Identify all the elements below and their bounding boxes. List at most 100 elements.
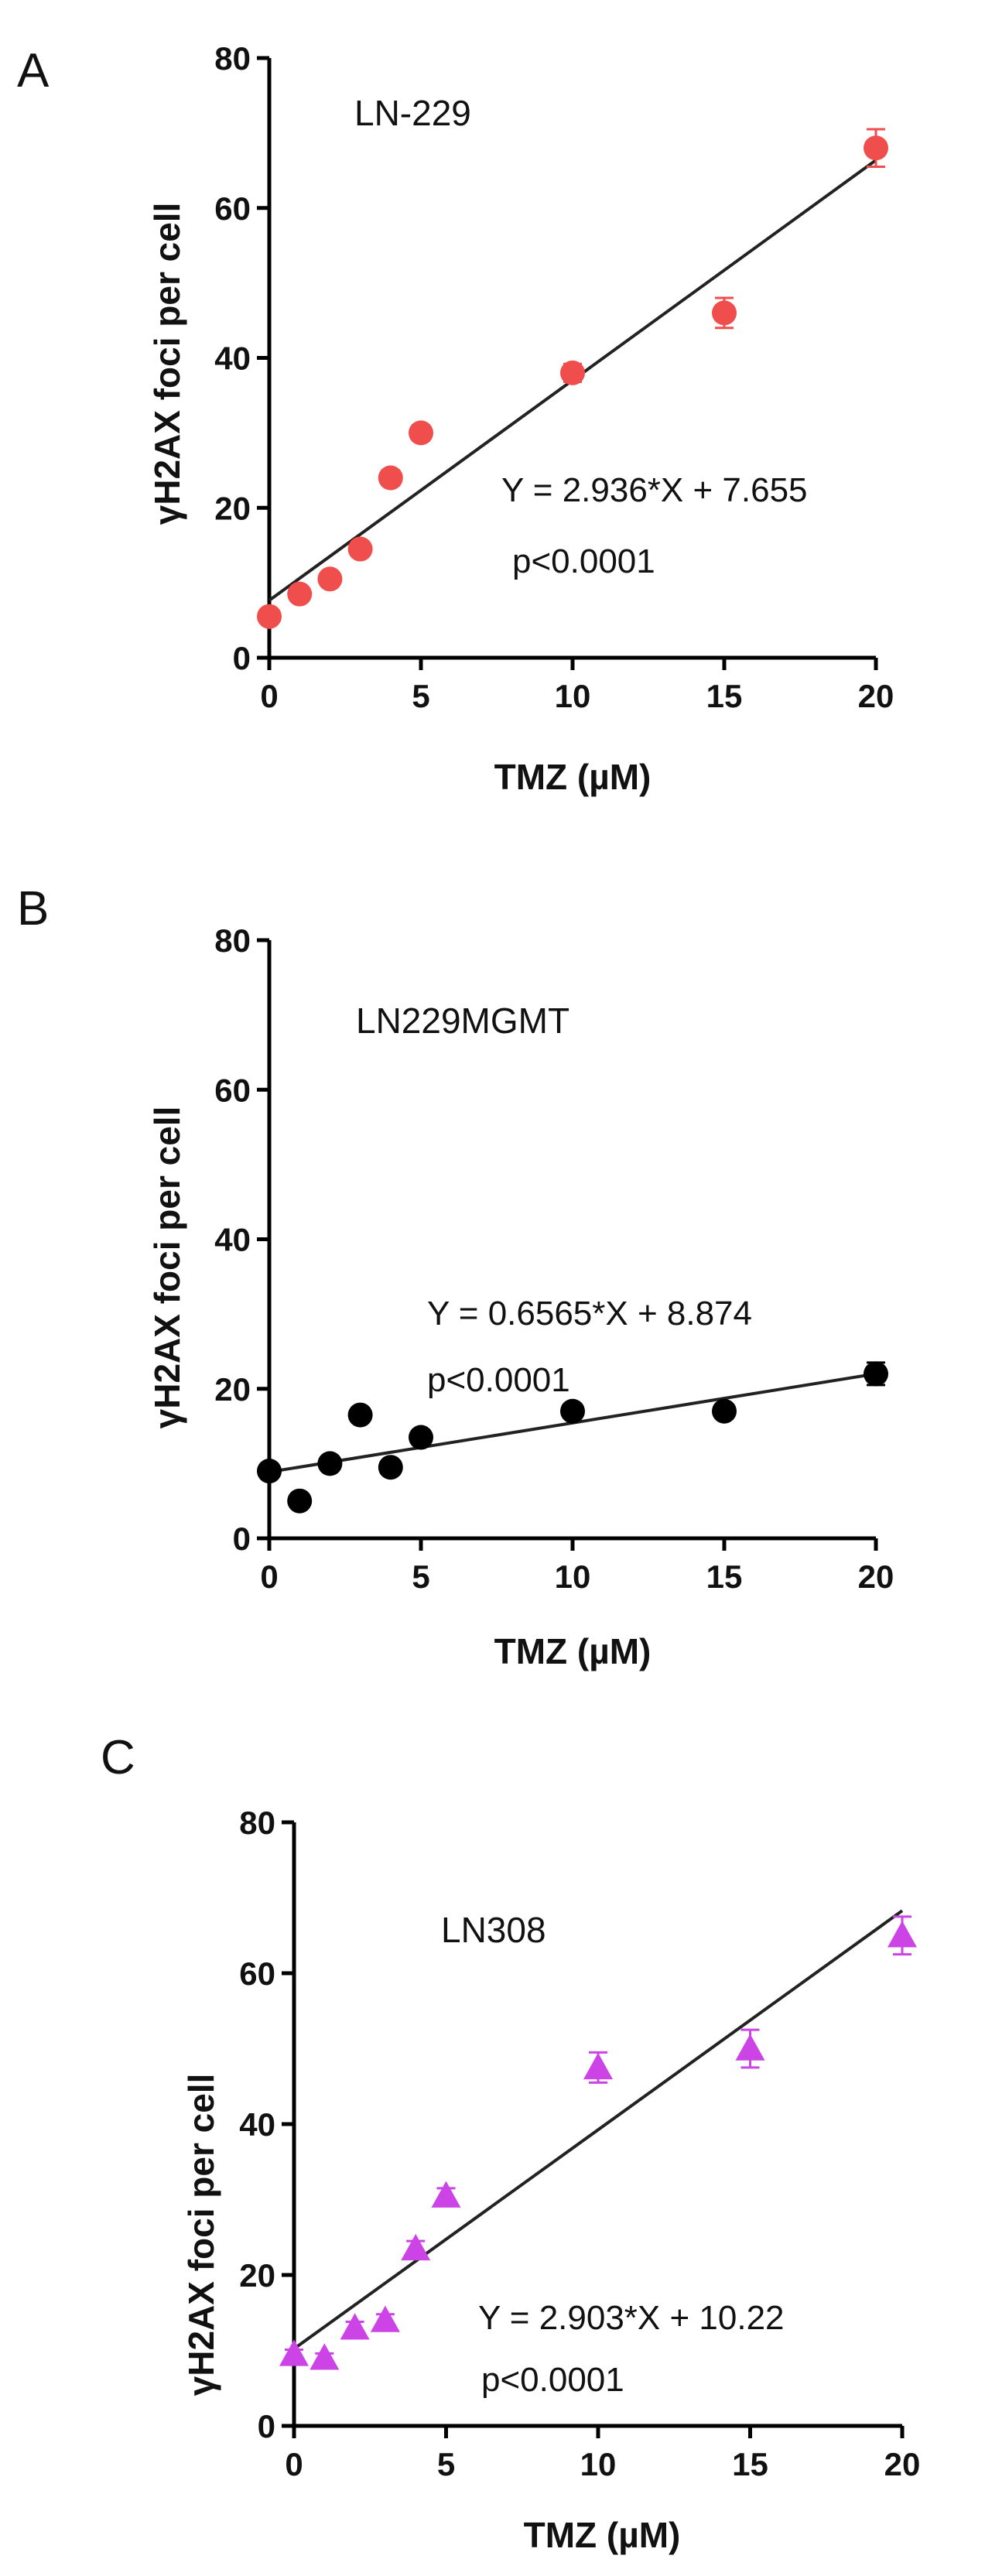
- data-point-b: [712, 1398, 737, 1424]
- fit-line-c: [292, 1909, 904, 2350]
- circle-marker-b: [257, 1459, 282, 1484]
- data-point-c: [340, 2313, 370, 2340]
- data-points-a: [257, 128, 888, 629]
- cell-line-label-a: LN-229: [354, 93, 471, 133]
- x-tick-label-a: 15: [706, 678, 743, 714]
- x-axis-title-a: TMZ (µM): [494, 757, 652, 797]
- x-tick-label-b: 5: [412, 1558, 429, 1595]
- panel-letter-b: B: [17, 882, 49, 936]
- panel-letter-a: A: [17, 44, 50, 97]
- data-point-b: [347, 1402, 373, 1428]
- data-point-a: [287, 581, 313, 607]
- data-point-b: [317, 1451, 343, 1476]
- panel-letter-c: C: [101, 1731, 135, 1784]
- data-point-a: [378, 465, 403, 491]
- triangle-marker-c: [310, 2343, 340, 2370]
- data-point-a: [409, 420, 433, 446]
- data-point-c: [735, 2028, 765, 2069]
- circle-marker-a: [409, 420, 433, 446]
- data-point-c: [583, 2051, 613, 2084]
- circle-marker-b: [864, 1361, 888, 1387]
- y-tick-label-c: 20: [239, 2257, 275, 2294]
- y-axis-title-b: γH2AX foci per cell: [147, 1107, 187, 1429]
- data-point-b: [378, 1455, 403, 1480]
- triangle-marker-c: [431, 2181, 461, 2208]
- x-tick-label-a: 5: [412, 678, 429, 714]
- cell-line-label-b: LN229MGMT: [356, 1001, 569, 1041]
- x-tick-label-a: 10: [555, 678, 591, 714]
- x-axis-title-c: TMZ (µM): [524, 2515, 681, 2555]
- data-point-a: [712, 296, 737, 330]
- triangle-marker-c: [888, 1921, 917, 1948]
- data-point-c: [401, 2233, 431, 2261]
- triangle-marker-c: [583, 2052, 613, 2080]
- data-point-a: [347, 536, 373, 562]
- data-point-b: [560, 1398, 585, 1424]
- x-tick-label-b: 20: [858, 1558, 894, 1595]
- x-tick-label-a: 0: [260, 678, 278, 714]
- data-point-a: [317, 566, 343, 592]
- y-tick-label-a: 40: [214, 340, 251, 377]
- y-tick-label-b: 60: [214, 1072, 251, 1108]
- triangle-marker-c: [370, 2305, 400, 2332]
- x-tick-label-c: 15: [732, 2446, 768, 2482]
- circle-marker-b: [287, 1488, 313, 1514]
- fit-equation-a: Y = 2.936*X + 7.655: [501, 471, 808, 509]
- panel-b: B LN229MGMT γH2AX foci per cell TMZ (µM)…: [17, 882, 894, 1671]
- data-point-b: [409, 1425, 433, 1450]
- fit-equation-b: Y = 0.6565*X + 8.874: [427, 1295, 752, 1332]
- circle-marker-a: [347, 536, 373, 562]
- p-value-a: p<0.0001: [512, 542, 655, 580]
- y-tick-label-a: 60: [214, 190, 251, 227]
- circle-marker-b: [378, 1455, 403, 1480]
- data-point-c: [310, 2343, 340, 2370]
- data-point-a: [560, 360, 585, 385]
- axes-a: 0 20 40 60 80 0 5 10 15 20: [214, 40, 894, 714]
- circle-marker-a: [257, 604, 282, 629]
- y-tick-label-b: 80: [214, 922, 251, 959]
- p-value-b: p<0.0001: [427, 1361, 570, 1399]
- circle-marker-b: [560, 1398, 585, 1424]
- triangle-marker-c: [401, 2233, 431, 2261]
- circle-marker-a: [864, 135, 888, 161]
- y-tick-label-b: 20: [214, 1371, 251, 1408]
- panel-c: C LN308 γH2AX foci per cell TMZ (µM) Y =…: [101, 1731, 920, 2555]
- circle-marker-b: [317, 1451, 343, 1476]
- data-points-c: [279, 1915, 917, 2370]
- y-tick-label-c: 80: [239, 1805, 275, 1841]
- y-tick-label-c: 60: [239, 1955, 275, 1992]
- x-tick-label-c: 10: [580, 2446, 617, 2482]
- data-point-b: [864, 1361, 888, 1387]
- y-tick-label-b: 0: [233, 1521, 251, 1557]
- axes-c: 0 20 40 60 80 0 5 10 15 20: [239, 1805, 920, 2482]
- x-tick-label-b: 15: [706, 1558, 743, 1595]
- triangle-marker-c: [279, 2339, 309, 2366]
- x-tick-label-c: 20: [884, 2446, 921, 2482]
- circle-marker-a: [712, 300, 737, 326]
- y-tick-label-a: 80: [214, 40, 251, 77]
- p-value-c: p<0.0001: [481, 2361, 624, 2399]
- x-tick-label-c: 5: [437, 2446, 455, 2482]
- data-point-c: [888, 1915, 917, 1956]
- y-tick-label-a: 0: [233, 640, 251, 676]
- axes-b: 0 20 40 60 80 0 5 10 15 20: [214, 922, 894, 1595]
- data-point-c: [431, 2181, 461, 2208]
- data-point-a: [257, 604, 282, 629]
- panel-a: A LN-229 γH2AX foci per cell TMZ (µM) Y …: [17, 40, 894, 797]
- y-tick-label-b: 40: [214, 1222, 251, 1258]
- x-axis-title-b: TMZ (µM): [494, 1631, 652, 1671]
- regression-line-c: [292, 1909, 904, 2350]
- data-point-c: [370, 2305, 400, 2332]
- circle-marker-b: [409, 1425, 433, 1450]
- circle-marker-b: [712, 1398, 737, 1424]
- x-tick-label-c: 0: [285, 2446, 303, 2482]
- circle-marker-a: [560, 360, 585, 385]
- y-axis-title-c: γH2AX foci per cell: [181, 2074, 221, 2396]
- y-tick-label-a: 20: [214, 490, 251, 526]
- y-tick-label-c: 40: [239, 2106, 275, 2143]
- triangle-marker-c: [735, 2034, 765, 2061]
- data-point-a: [864, 128, 888, 168]
- data-point-b: [257, 1459, 282, 1484]
- circle-marker-b: [347, 1402, 373, 1428]
